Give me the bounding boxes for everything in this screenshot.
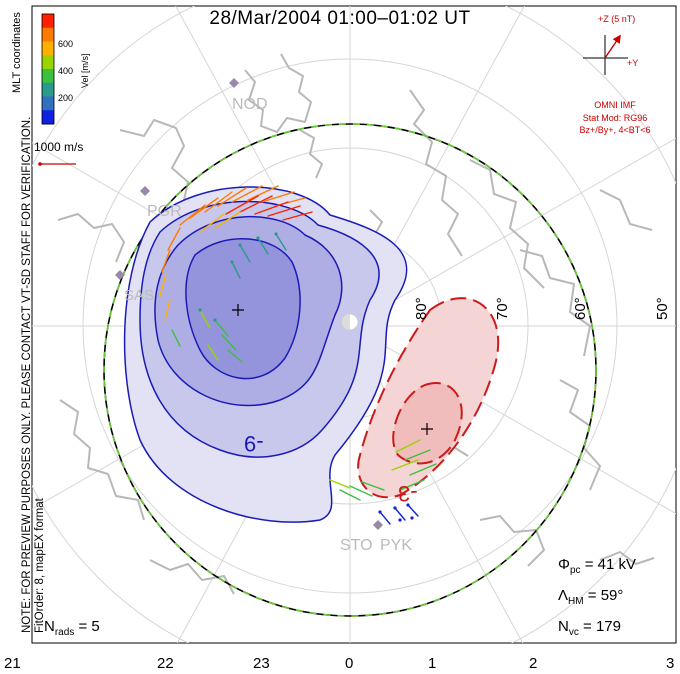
colorbar-frame [41,13,55,125]
coastlines [57,53,655,595]
lambda-hm-symbol: Λ [558,587,569,604]
phi-pc-symbol: Φ [558,556,570,573]
colorbar-unit: Vel [m/s] [80,53,90,88]
station-pgr: PGR [147,203,182,220]
mlt-label-2: 2 [529,655,538,672]
n-rads-value: = 5 [78,618,100,635]
n-vc-readout: Nvc = 179 [558,618,621,638]
colorbar-tick-600: 600 [58,39,74,49]
plot-frame [31,5,677,644]
lambda-hm-sub: HM [568,596,584,607]
positive-convection-cell [357,297,500,499]
preview-note: NOTE: FOR PREVIEW PURPOSES ONLY. PLEASE … [21,73,47,633]
negative-convection-cell [123,186,408,523]
velocity-vectors [159,185,437,525]
pole-marker [341,313,359,331]
preview-note-line1: NOTE: FOR PREVIEW PURPOSES ONLY. PLEASE … [21,116,33,633]
contour-label-positive: -3 [398,481,418,506]
colorbar-segment [42,82,54,97]
mlt-label-3: 3 [666,655,675,672]
map-title: 28/Mar/2004 01:00–01:02 UT [209,8,471,29]
latitude-label-80: 80° [413,297,430,320]
imf-source: OMNI IMF [594,100,636,110]
mlt-label-0: 0 [345,655,354,672]
latitude-label-60: 60° [572,297,589,320]
imf-condition: Bz+/By+, 4<BT<6 [579,125,651,135]
stat-model: Stat Mod: RG96 [582,113,648,123]
station-nod: NOD [232,96,268,113]
latitude-label-70: 70° [494,297,511,320]
colorbar-segment [42,27,54,42]
n-rads-readout: Nrads = 5 [44,618,100,638]
phi-pc-sub: pc [569,565,581,576]
colorbar-segment [42,110,54,125]
lambda-hm-readout: ΛHM = 59° [558,587,623,607]
colorbar-segment [42,55,54,70]
n-vc-sub: vc [568,627,579,638]
mlt-label-1: 1 [428,655,437,672]
scale-vector-label: 1000 m/s [34,140,84,154]
hmb-boundary-green [103,123,597,617]
n-rads-symbol: N [44,618,55,635]
imf-z-label: +Z (5 nT) [598,14,636,24]
radar-stations [115,78,383,530]
scale-vector [38,162,76,166]
station-sto: STO [340,537,373,554]
n-vc-symbol: N [558,618,569,635]
colorbar-tick-200: 200 [58,93,74,103]
imf-dial [583,34,628,75]
velocity-colorbar [41,13,55,125]
n-rads-sub: rads [54,627,75,638]
lambda-hm-value: = 59° [587,587,624,604]
colorbar-tick-400: 400 [58,66,74,76]
fit-order-line: FitOrder: 8, mapEX format [34,498,46,633]
colorbar-segment [42,96,54,111]
mlt-label-22: 22 [157,655,174,672]
phi-pc-value: = 41 kV [584,556,636,573]
n-vc-value: = 179 [583,618,621,635]
contour-label-negative: -9 [244,431,264,456]
station-pyk: PYK [380,537,413,554]
phi-pc-readout: Φpc = 41 kV [558,556,636,576]
imf-y-label: +Y [627,58,639,68]
latitude-label-50: 50° [654,297,671,320]
colorbar-segment [42,69,54,84]
mlt-label-23: 23 [253,655,270,672]
colorbar-segment [42,14,54,29]
colorbar-segment [42,41,54,56]
station-sas: SAS [124,287,155,304]
coordinates-label: MLT coordinates [11,12,23,93]
mlt-label-21: 21 [4,655,21,672]
